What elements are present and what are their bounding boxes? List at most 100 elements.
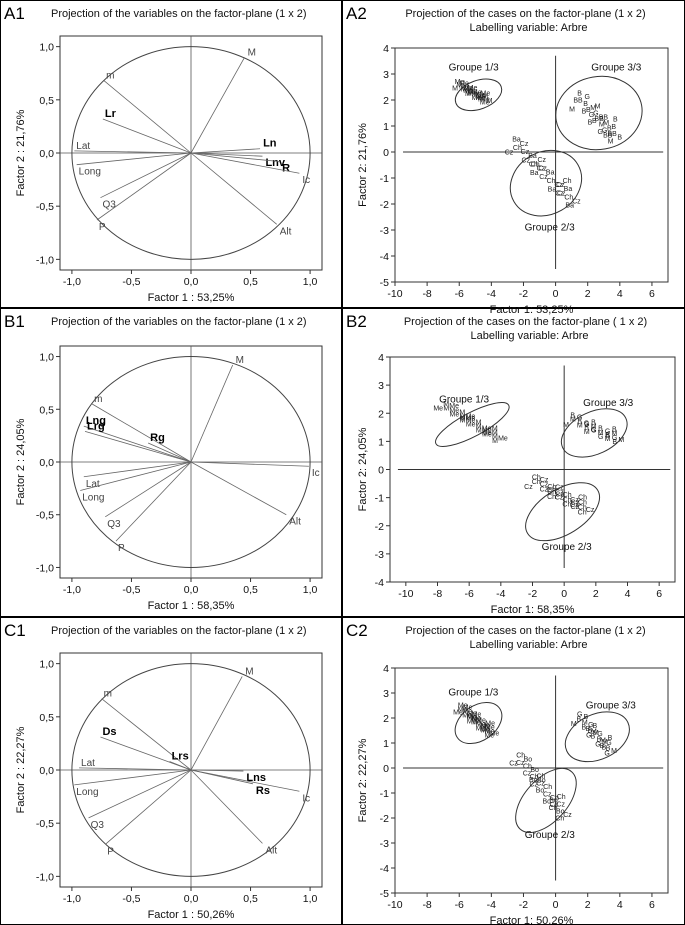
case-label: M [456,82,462,89]
case-label: Ch [547,484,556,491]
variable-label: m [94,394,102,405]
case-label: Me [467,91,477,98]
case-label: Cz [538,166,547,173]
case-label: Cz [538,157,547,164]
panel-label: B2 [346,312,367,331]
x-tick-label: 0,0 [184,276,199,288]
case-label: B [602,744,607,751]
case-label: Cz [537,166,546,173]
variable-vector [190,769,244,772]
case-label: Me [450,411,460,418]
y-tick-label: 3 [383,69,389,81]
panel-title: Projection of the cases on the factor-pl… [405,8,645,20]
case-label: Bo [549,798,558,805]
panel-label: A2 [346,4,367,23]
y-tick-label: 4 [383,43,389,55]
case-label: Ch [564,194,573,201]
case-label: M [443,401,449,408]
x-axis-label: Factor 1: 58,35% [491,604,575,616]
case-label: Me [455,79,465,86]
case-label: Cz [539,174,548,181]
x-axis-label: Factor 1 : 58,35% [148,600,235,612]
case-label: Cz [557,190,566,197]
case-label: Me [476,94,486,101]
y-axis-label: Factor 2: 24,05% [357,427,369,511]
y-tick-label: 0 [378,465,384,477]
case-label: M [577,423,583,430]
case-label: G [591,427,596,434]
case-label: B [612,439,617,446]
variable-label: Long [79,167,101,178]
case-label: Ch [516,753,525,760]
case-label: M [492,425,498,432]
group-ellipse [564,711,630,763]
variable-label: Lrs [172,750,189,762]
correlation-circle [71,46,311,260]
variable-vector [115,461,192,542]
y-tick-label: 2 [383,713,389,725]
x-tick-label: 0 [561,588,567,600]
x-tick-label: 4 [617,899,623,911]
variable-label: P [99,222,106,233]
case-label: G [602,127,607,134]
case-label: Ba [512,137,521,144]
case-label: Me [482,432,492,439]
case-label: Me [466,422,476,429]
case-label: Me [467,719,477,726]
case-label: M [476,424,482,431]
variable-label: Ic [302,793,310,804]
group-label: Groupe 2/3 [525,830,575,841]
case-label: Ba [546,170,555,177]
variable-label: P [118,543,125,554]
case-label: Ch [523,763,532,770]
case-label: M [492,434,498,441]
case-label: Cz [529,781,538,788]
variable-vector [190,57,245,154]
case-label: M [591,424,597,431]
case-label: Cz [550,802,559,809]
x-axis-label: Factor 1: 50,26% [490,915,574,925]
variable-vector [74,769,192,786]
case-label: B [611,124,616,131]
case-label: Me [471,95,481,102]
variable-vector [190,676,243,771]
case-label: Me [467,713,477,720]
y-tick-label: -1,0 [36,871,54,883]
group-ellipse [435,402,510,447]
x-tick-label: 2 [593,588,599,600]
case-label: Cz [520,141,529,148]
case-label: BB [599,114,609,121]
variable-label: m [106,71,114,82]
x-tick-label: 4 [625,588,631,600]
case-label: Cz [572,199,581,206]
x-tick-label: 2 [585,288,591,300]
case-label: Cz [555,492,564,499]
case-label: B [612,427,617,434]
y-tick-label: -1 [380,173,389,185]
case-label: Me [476,722,486,729]
case-label: Ch [547,178,556,185]
panel-border [0,308,342,617]
variable-label: Lat [86,479,100,490]
variable-vector [190,148,261,154]
y-axis-label: Factor 2 : 21,76% [15,109,27,196]
x-tick-label: 1,0 [303,276,318,288]
y-tick-label: -1,0 [36,254,54,266]
case-label: BB [594,116,604,123]
y-tick-label: -2 [380,813,389,825]
y-tick-label: -5 [380,277,389,289]
panel-subtitle: Labelling variable: Arbre [469,22,587,34]
case-label: Cz [509,761,518,768]
case-label: B [570,412,575,419]
case-label: Ch [578,495,587,502]
panel-title: Projection of the variables on the facto… [51,316,307,328]
variable-label: Lat [81,758,95,769]
variable-vector [80,461,192,491]
variable-label: m [104,689,112,700]
variable-vector [76,152,192,166]
case-label: M [461,87,467,94]
case-label: Cz [524,484,533,491]
